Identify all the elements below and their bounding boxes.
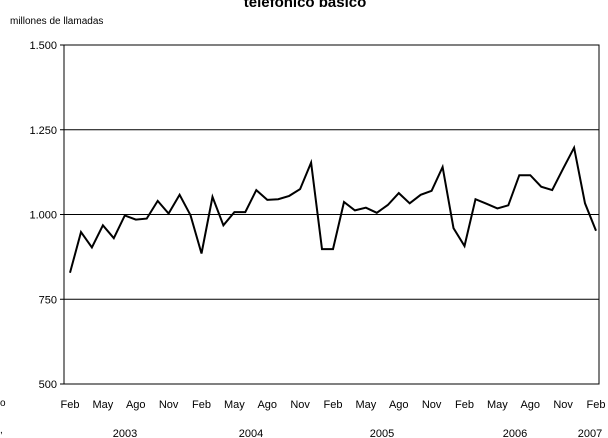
x-tick-label: Nov — [422, 399, 442, 411]
x-tick-label: Feb — [455, 399, 474, 411]
year-label: 2004 — [239, 428, 263, 438]
x-tick-label: Ago — [126, 399, 146, 411]
x-tick-label: Feb — [192, 399, 211, 411]
plot-area — [63, 44, 600, 385]
cropped-edge-text: , — [0, 425, 3, 436]
y-tick-label: 1.500 — [29, 40, 57, 52]
x-tick-label: Ago — [520, 399, 540, 411]
y-tick-label: 1.250 — [29, 125, 57, 137]
x-tick-label: Feb — [61, 399, 80, 411]
x-tick-label: May — [92, 399, 113, 411]
x-tick-label: Nov — [159, 399, 179, 411]
x-axis-month-labels: Feb May Ago Nov Feb May Ago Nov Feb May Ago Nov Feb M… — [61, 399, 606, 411]
x-tick-label: May — [355, 399, 376, 411]
x-tick-label: May — [487, 399, 508, 411]
gridlines — [64, 129, 599, 300]
y-tick-label: 1.000 — [29, 210, 57, 222]
x-tick-label: Ago — [257, 399, 277, 411]
y-tick-label: 500 — [39, 379, 57, 391]
year-label: 2007 — [578, 428, 602, 438]
chart-title: telefónico básico — [244, 0, 367, 11]
x-axis-year-labels: 2003 2004 2005 2006 2007 — [113, 428, 602, 438]
x-tick-label: Nov — [290, 399, 310, 411]
y-axis-label: millones de llamadas — [10, 16, 103, 27]
x-tick-label: May — [224, 399, 245, 411]
x-tick-label: Feb — [587, 399, 606, 411]
year-label: 2005 — [370, 428, 394, 438]
y-axis-ticks: 500 750 1.000 1.250 1.500 — [29, 40, 64, 391]
series-line — [69, 144, 597, 274]
x-tick-label: Ago — [389, 399, 409, 411]
year-label: 2006 — [503, 428, 527, 438]
year-label: 2003 — [113, 428, 137, 438]
y-tick-label: 750 — [39, 294, 57, 306]
x-tick-label: Feb — [324, 399, 343, 411]
x-tick-label: Nov — [553, 399, 573, 411]
cropped-edge-text: o — [0, 398, 6, 409]
